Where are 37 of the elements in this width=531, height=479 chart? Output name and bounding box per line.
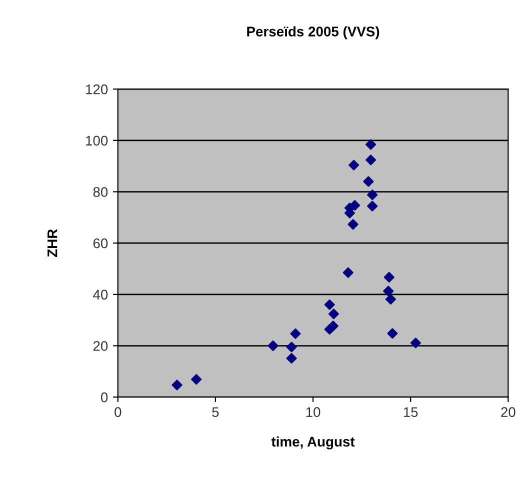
point [410, 338, 421, 348]
point [365, 139, 376, 150]
point [290, 328, 301, 339]
y-tick-label: 80 [93, 187, 108, 197]
x-tick-label: 5 [212, 407, 219, 418]
y-tick-label: 40 [93, 290, 108, 300]
point [363, 176, 374, 187]
point [324, 299, 335, 310]
y-tick-label: 0 [100, 392, 108, 402]
x-tick-label: 10 [306, 407, 320, 418]
point [268, 340, 278, 352]
y-tick-label: 20 [93, 341, 108, 351]
x-axis-title: time, August [271, 436, 355, 450]
point [384, 272, 394, 283]
y-tick-label: 60 [93, 238, 108, 248]
y-axis-title: ZHR [48, 229, 58, 257]
point [286, 342, 297, 352]
y-tick-label: 100 [86, 136, 108, 146]
x-tick-label: 0 [114, 407, 122, 418]
point [383, 286, 394, 296]
point [367, 200, 378, 212]
point [286, 353, 297, 364]
y-tick-label: 120 [86, 84, 108, 94]
point [348, 160, 360, 170]
point [367, 190, 378, 200]
x-tick-label: 15 [404, 407, 418, 418]
point [385, 294, 396, 305]
point [387, 328, 398, 339]
chart-title: Perseïds 2005 (VVS) [247, 26, 380, 40]
point [324, 324, 335, 335]
point [348, 219, 358, 230]
point [342, 267, 354, 278]
point [328, 308, 340, 320]
point [172, 380, 182, 390]
x-tick-label: 20 [501, 407, 516, 418]
point [191, 374, 202, 385]
point [365, 154, 376, 166]
